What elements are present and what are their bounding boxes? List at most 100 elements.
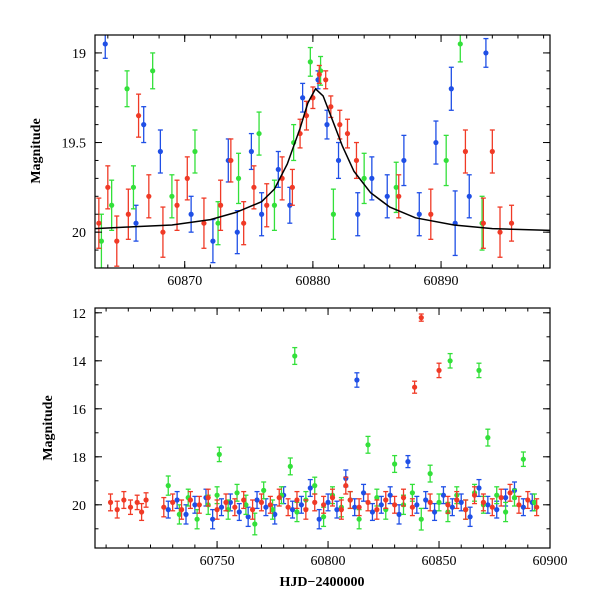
data-point bbox=[462, 148, 469, 155]
data-point bbox=[428, 211, 434, 217]
data-point bbox=[337, 122, 343, 128]
top-xtick-label: 60870 bbox=[167, 274, 202, 289]
data-point bbox=[503, 509, 509, 515]
data-point bbox=[236, 509, 242, 515]
bottom-panel-frame bbox=[94, 307, 551, 549]
data-point bbox=[356, 516, 362, 522]
data-point bbox=[105, 184, 111, 190]
data-point bbox=[307, 485, 313, 491]
data-point bbox=[124, 86, 130, 92]
bottom-ytick-label: 16 bbox=[72, 403, 86, 418]
data-point bbox=[520, 504, 526, 510]
data-point bbox=[321, 502, 327, 508]
model-curve bbox=[95, 87, 550, 232]
top-panel-zoom: 60870 60880 60890 19 19.5 20 Magnitude bbox=[29, 34, 551, 289]
top-ytick-label: 19 bbox=[72, 47, 86, 62]
data-point bbox=[423, 497, 429, 503]
data-point bbox=[480, 499, 487, 505]
data-point bbox=[489, 148, 495, 155]
data-point bbox=[271, 202, 278, 208]
data-point bbox=[347, 497, 353, 503]
data-point bbox=[243, 502, 249, 508]
data-point bbox=[312, 499, 318, 505]
top-ytick-label: 19.5 bbox=[62, 137, 87, 152]
data-point bbox=[289, 184, 295, 190]
data-point bbox=[338, 507, 344, 513]
bottom-ytick-label: 18 bbox=[72, 451, 86, 466]
data-point bbox=[516, 502, 522, 508]
data-point bbox=[135, 113, 142, 119]
data-point bbox=[355, 211, 361, 217]
top-ytick-label: 20 bbox=[72, 226, 86, 241]
top-series-blue bbox=[102, 35, 489, 264]
data-point bbox=[294, 497, 300, 503]
data-point bbox=[192, 148, 198, 155]
data-point bbox=[264, 202, 270, 208]
data-point bbox=[431, 509, 438, 515]
data-point bbox=[294, 509, 300, 515]
data-point bbox=[498, 495, 504, 501]
top-y-axis-label: Magnitude bbox=[29, 118, 44, 183]
data-point bbox=[174, 202, 180, 208]
data-point bbox=[150, 68, 156, 74]
data-point bbox=[102, 41, 108, 47]
data-point bbox=[458, 499, 464, 505]
data-point bbox=[201, 220, 207, 226]
data-point bbox=[321, 514, 327, 520]
data-point bbox=[393, 184, 399, 190]
data-point bbox=[267, 502, 273, 508]
data-point bbox=[334, 507, 340, 513]
data-point bbox=[303, 113, 310, 119]
top-xtick-label: 60890 bbox=[424, 274, 459, 289]
data-point bbox=[531, 499, 538, 505]
data-point bbox=[497, 229, 503, 235]
data-point bbox=[440, 492, 447, 498]
data-point bbox=[335, 157, 342, 164]
data-point bbox=[457, 41, 463, 47]
data-point bbox=[109, 202, 115, 208]
data-point bbox=[503, 495, 509, 501]
data-point bbox=[125, 211, 131, 217]
bottom-xtick-label: 60800 bbox=[311, 554, 346, 569]
data-point bbox=[228, 157, 234, 164]
data-point bbox=[96, 220, 102, 226]
data-point bbox=[344, 130, 351, 137]
data-point bbox=[143, 497, 149, 503]
data-point bbox=[489, 504, 495, 510]
data-point bbox=[184, 175, 190, 181]
data-point bbox=[121, 497, 127, 503]
data-point bbox=[352, 504, 358, 510]
data-point bbox=[187, 497, 194, 503]
data-point bbox=[448, 86, 454, 92]
data-point bbox=[218, 202, 224, 208]
data-point bbox=[276, 495, 282, 501]
data-point bbox=[427, 471, 433, 477]
bottom-panel-full: 60750 60800 60850 60900 12 14 16 18 20 Magnitude… bbox=[41, 307, 568, 590]
data-point bbox=[192, 502, 198, 508]
data-point bbox=[178, 507, 185, 513]
data-point bbox=[248, 148, 254, 155]
data-point bbox=[328, 104, 334, 110]
data-point bbox=[165, 507, 171, 513]
data-point bbox=[312, 483, 318, 489]
data-point bbox=[214, 492, 220, 498]
data-point bbox=[214, 507, 220, 513]
data-point bbox=[476, 485, 482, 491]
data-point bbox=[223, 499, 229, 505]
data-point bbox=[263, 504, 269, 510]
data-point bbox=[234, 229, 240, 235]
data-point bbox=[114, 238, 120, 244]
data-point bbox=[360, 490, 367, 496]
data-point bbox=[476, 367, 482, 373]
bottom-axis-ticks: 60750 60800 60850 60900 12 14 16 18 20 bbox=[72, 307, 568, 569]
data-point bbox=[183, 511, 189, 517]
data-point bbox=[369, 175, 375, 181]
data-point bbox=[520, 456, 526, 462]
data-point bbox=[160, 229, 166, 235]
data-point bbox=[329, 495, 336, 501]
data-point bbox=[146, 193, 152, 199]
data-point bbox=[445, 502, 451, 508]
data-point bbox=[134, 499, 140, 505]
data-point bbox=[471, 492, 478, 498]
data-point bbox=[316, 516, 322, 522]
